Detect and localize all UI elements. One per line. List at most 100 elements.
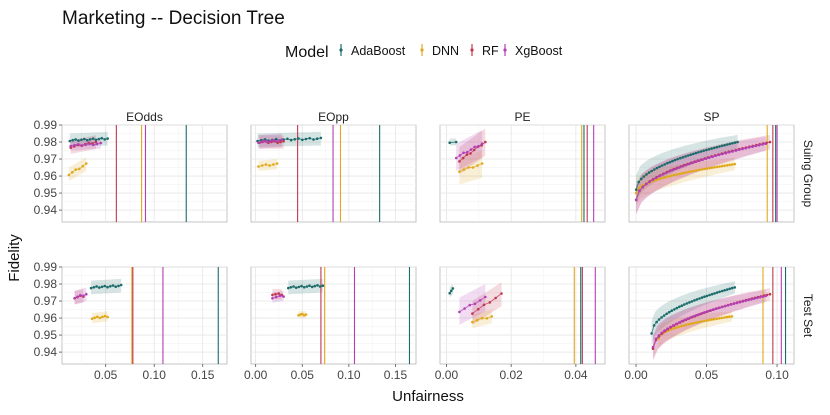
data-point-xgboost (661, 173, 664, 176)
data-point-dnn (485, 317, 489, 320)
y-tick-label: 0.96 (34, 311, 58, 325)
panel-background (628, 266, 795, 365)
x-tick-label: 0.02 (499, 368, 523, 382)
data-point-adaboost (286, 137, 289, 141)
data-point-adaboost (287, 286, 290, 290)
data-point-adaboost (723, 289, 726, 292)
data-point-dnn (718, 317, 721, 320)
series-line-xgboost (272, 295, 284, 299)
data-point-adaboost (98, 286, 101, 289)
data-point-xgboost (731, 150, 734, 153)
data-point-adaboost (663, 163, 666, 166)
data-point-xgboost (721, 152, 724, 156)
data-point-dnn (476, 164, 479, 167)
data-point-adaboost (95, 285, 98, 288)
data-point-dnn (728, 315, 731, 319)
data-point-adaboost (668, 160, 672, 164)
data-point-adaboost (695, 298, 699, 301)
data-point-adaboost (92, 286, 96, 289)
data-point-xgboost (757, 143, 761, 147)
data-point-xgboost (691, 161, 694, 165)
data-point-adaboost (736, 140, 739, 144)
data-point-adaboost (289, 138, 293, 142)
data-point-adaboost (676, 157, 679, 161)
data-point-adaboost (293, 138, 297, 141)
data-point-adaboost (657, 318, 661, 321)
data-point-dnn (657, 177, 661, 181)
data-point-dnn (702, 319, 706, 323)
data-point-adaboost (71, 138, 74, 142)
data-point-xgboost (755, 296, 759, 300)
data-point-dnn (690, 170, 693, 173)
data-point-adaboost (653, 168, 656, 171)
data-point-dnn (670, 174, 673, 177)
data-point-xgboost (85, 292, 88, 296)
data-point-xgboost (651, 178, 654, 182)
panel-background (250, 266, 417, 365)
data-point-xgboost (73, 143, 76, 147)
data-point-adaboost (710, 147, 713, 150)
data-point-xgboost (689, 316, 692, 319)
data-point-adaboost (315, 137, 319, 140)
data-point-adaboost (684, 155, 687, 158)
data-point-xgboost (754, 144, 758, 148)
data-point-adaboost (85, 138, 89, 142)
x-tick-label: 0.00 (244, 368, 268, 382)
data-point-dnn (272, 163, 275, 166)
legend-key-point (339, 48, 343, 52)
legend-key-point (470, 48, 474, 52)
data-point-dnn (710, 166, 714, 169)
data-point-rf (494, 296, 497, 300)
data-point-adaboost (697, 151, 700, 154)
data-point-rf (500, 292, 503, 295)
data-point-adaboost (294, 286, 298, 290)
data-point-adaboost (723, 143, 726, 147)
data-point-xgboost (737, 148, 741, 152)
data-point-xgboost (651, 345, 655, 349)
data-point-dnn (103, 314, 107, 318)
data-point-adaboost (678, 305, 681, 309)
data-point-rf (279, 140, 282, 144)
data-point-adaboost (718, 145, 721, 148)
data-point-dnn (471, 166, 475, 169)
data-point-xgboost (729, 303, 733, 306)
data-point-rf (94, 140, 98, 144)
data-point-adaboost (707, 148, 711, 151)
data-point-dnn (685, 171, 688, 174)
data-point-adaboost (106, 137, 109, 140)
data-point-dnn (723, 164, 726, 167)
data-point-xgboost (654, 337, 658, 341)
data-point-adaboost (83, 137, 86, 141)
data-point-xgboost (741, 300, 744, 303)
data-point-xgboost (732, 302, 736, 306)
data-point-xgboost (669, 325, 672, 329)
y-tick-label: 0.98 (34, 135, 58, 149)
data-point-xgboost (641, 185, 644, 189)
data-point-dnn (677, 325, 681, 329)
data-point-adaboost (715, 145, 719, 149)
data-point-xgboost (684, 163, 688, 167)
confidence-band-dnn (636, 158, 735, 206)
data-point-xgboost (69, 144, 72, 148)
data-point-xgboost (707, 156, 711, 159)
data-point-adaboost (733, 286, 737, 289)
x-axis-label: Unfairness (392, 388, 464, 405)
data-point-adaboost (117, 284, 120, 288)
data-point-adaboost (683, 303, 686, 306)
data-point-adaboost (305, 285, 309, 288)
data-point-xgboost (468, 303, 472, 307)
facet-strip-label: EOpp (318, 110, 349, 124)
data-point-xgboost (77, 143, 80, 146)
data-point-dnn (713, 166, 716, 169)
data-point-adaboost (660, 164, 664, 167)
data-point-dnn (685, 323, 688, 327)
x-tick-label: 0.10 (337, 368, 361, 382)
data-point-dnn (85, 162, 88, 165)
data-point-xgboost (265, 140, 269, 144)
panel-eodds-test-set: 0.94 0.95 0.96 0.97 0.98 0.99 0.05 0.10 0.15 (34, 260, 228, 382)
data-point-dnn (667, 175, 671, 178)
data-point-xgboost (747, 298, 750, 302)
confidence-band-xgboost (653, 289, 766, 360)
y-tick-label: 0.95 (34, 186, 58, 200)
data-point-adaboost (686, 154, 690, 157)
